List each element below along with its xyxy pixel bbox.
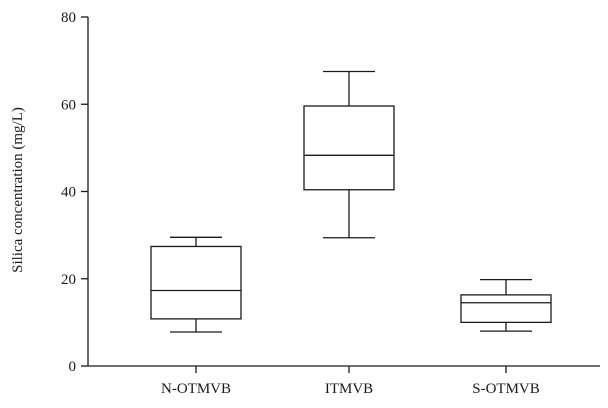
x-tick-label: N-OTMVB xyxy=(161,381,231,397)
box-n-otmvb xyxy=(151,237,241,332)
box-s-otmvb xyxy=(461,280,551,331)
y-tick-label: 0 xyxy=(69,359,77,375)
x-tick-label: S-OTMVB xyxy=(472,381,540,397)
y-tick-label: 20 xyxy=(61,272,76,288)
iqr-box xyxy=(304,106,394,190)
iqr-box xyxy=(151,246,241,318)
y-axis: 0 20 40 60 80 xyxy=(61,10,88,375)
y-tick-label: 80 xyxy=(61,10,76,26)
box-itmvb xyxy=(304,72,394,238)
y-tick-label: 60 xyxy=(61,97,76,113)
iqr-box xyxy=(461,295,551,322)
y-axis-title: Silica concentration (mg/L) xyxy=(10,107,26,273)
x-axis: N-OTMVB ITMVB S-OTMVB xyxy=(88,366,600,397)
box-series xyxy=(151,72,551,332)
y-tick-label: 40 xyxy=(61,185,76,201)
x-tick-label: ITMVB xyxy=(325,381,373,397)
